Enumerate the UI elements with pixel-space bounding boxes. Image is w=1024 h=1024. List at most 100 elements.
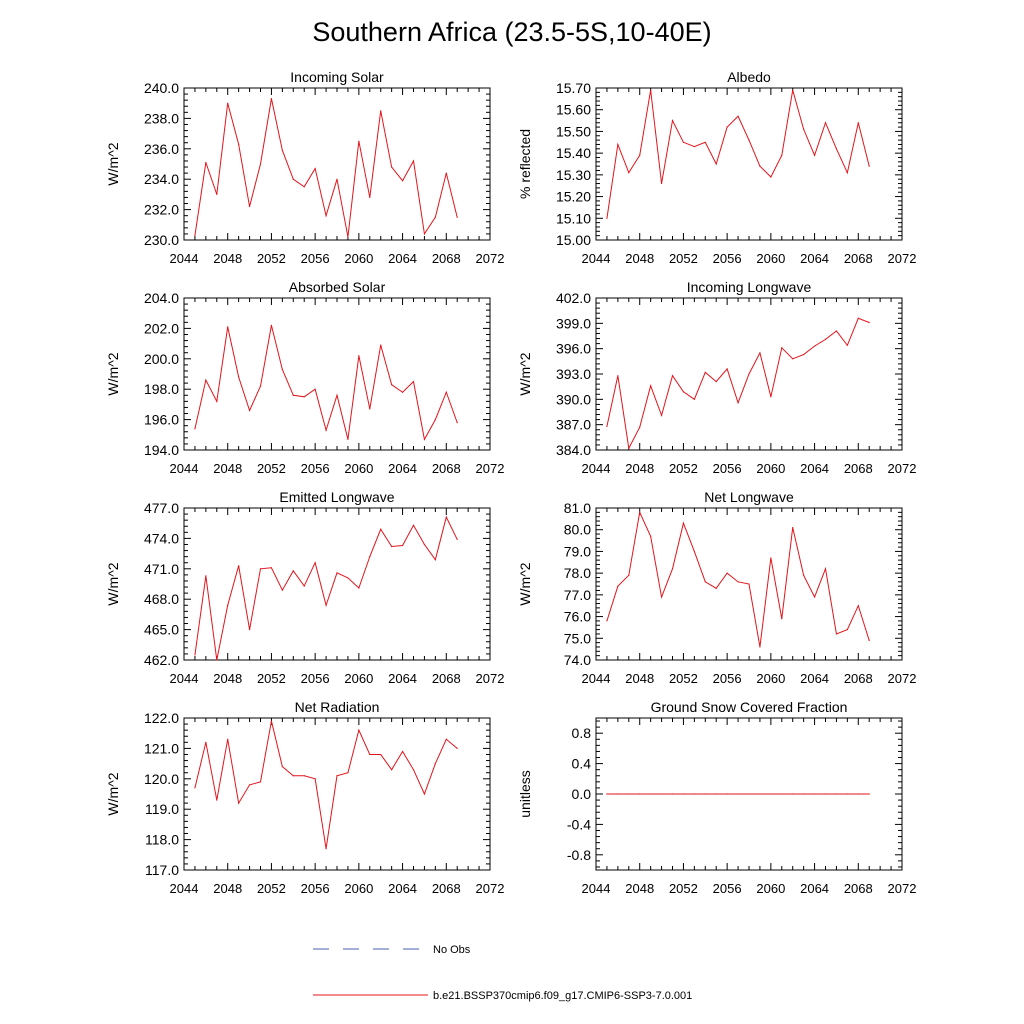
net-longwave-point-2052 <box>682 522 685 524</box>
albedo-point-2065 <box>824 122 827 124</box>
net-longwave-xtick-label-2064: 2064 <box>800 671 829 686</box>
incoming-solar-point-2048 <box>227 102 229 104</box>
net-radiation-point-2046 <box>205 741 207 743</box>
incoming-solar-xtick-label-2056: 2056 <box>301 251 330 266</box>
ground-snow-covered-fraction-point-2049 <box>650 793 652 795</box>
albedo-xtick-label-2052: 2052 <box>669 251 698 266</box>
emitted-longwave-xtick-label-2068: 2068 <box>432 671 461 686</box>
absorbed-solar-point-2051 <box>259 385 262 387</box>
incoming-longwave-ytick-label: 390.0 <box>556 391 591 407</box>
absorbed-solar-xtick-label-2056: 2056 <box>301 461 330 476</box>
ground-snow-covered-fraction-point-2047 <box>628 793 630 795</box>
net-radiation-plot-frame <box>183 717 491 871</box>
net-radiation-point-2068 <box>445 738 447 740</box>
net-radiation-point-2053 <box>281 766 283 768</box>
absorbed-solar-ytick-label: 202.0 <box>144 320 179 336</box>
panels: Incoming Solar W/m^2 2044 2048 2052 2056 2060 2… <box>105 69 916 896</box>
ground-snow-covered-fraction-xtick-label-2072: 2072 <box>888 881 917 896</box>
emitted-longwave-xtick-label-2044: 2044 <box>170 671 199 686</box>
net-longwave-point-2058 <box>748 583 750 585</box>
net-radiation-point-2064 <box>401 750 404 753</box>
panel-ground-snow-covered-fraction: Ground Snow Covered Fraction unitless 2044… <box>517 699 916 896</box>
incoming-longwave-xtick-label-2052: 2052 <box>669 461 698 476</box>
absorbed-solar-point-2061 <box>369 408 371 410</box>
net-longwave-point-2067 <box>846 629 848 631</box>
incoming-longwave-point-2055 <box>715 381 717 383</box>
absorbed-solar-point-2069 <box>456 422 458 424</box>
absorbed-solar-point-2049 <box>238 376 240 378</box>
emitted-longwave-point-2066 <box>423 543 426 546</box>
emitted-longwave-point-2063 <box>391 545 393 548</box>
net-radiation-point-2048 <box>227 738 229 740</box>
net-longwave-point-2045 <box>606 620 608 622</box>
emitted-longwave-point-2062 <box>380 528 382 530</box>
net-longwave-xtick-label-2044: 2044 <box>582 671 611 686</box>
panel-net-radiation: Net Radiation W/m^2 2044 2048 2052 2056 2060 20… <box>105 699 504 896</box>
incoming-solar-point-2064 <box>401 180 404 182</box>
incoming-longwave-ytick-label: 384.0 <box>556 442 591 458</box>
albedo-title: Albedo <box>727 69 771 85</box>
net-longwave-point-2053 <box>693 550 695 553</box>
absorbed-solar-point-2057 <box>325 429 327 431</box>
ground-snow-covered-fraction-xtick-label-2048: 2048 <box>625 881 654 896</box>
incoming-solar-ytick-label: 238.0 <box>144 110 179 126</box>
net-longwave-ytick-label: 76.0 <box>564 609 591 625</box>
net-radiation-point-2049 <box>238 802 240 804</box>
net-longwave-point-2049 <box>650 535 652 537</box>
incoming-solar-xtick-label-2052: 2052 <box>257 251 286 266</box>
incoming-solar-ylabel: W/m^2 <box>105 142 121 185</box>
incoming-solar-xtick-label-2068: 2068 <box>432 251 461 266</box>
ground-snow-covered-fraction-ytick-label: 0.8 <box>572 725 592 741</box>
incoming-longwave-xtick-label-2044: 2044 <box>582 461 611 476</box>
incoming-longwave-point-2046 <box>617 375 619 377</box>
net-longwave-xtick-label-2056: 2056 <box>713 671 742 686</box>
panel-emitted-longwave: Emitted Longwave W/m^2 2044 2048 2052 2056 206… <box>105 489 504 686</box>
ground-snow-covered-fraction-point-2051 <box>671 793 674 795</box>
albedo-point-2047 <box>628 172 630 174</box>
absorbed-solar-point-2046 <box>205 379 207 381</box>
emitted-longwave-xtick-label-2056: 2056 <box>301 671 330 686</box>
incoming-longwave-point-2051 <box>671 375 674 377</box>
emitted-longwave-series-line <box>194 515 458 661</box>
incoming-solar-ytick-label: 234.0 <box>144 171 179 187</box>
incoming-solar-ytick-label: 230.0 <box>144 232 179 248</box>
absorbed-solar-ytick-label: 200.0 <box>144 351 179 367</box>
ground-snow-covered-fraction-ytick-label: -0.8 <box>567 847 591 863</box>
absorbed-solar-xtick-label-2068: 2068 <box>432 461 461 476</box>
net-longwave-point-2069 <box>868 639 870 642</box>
incoming-solar-point-2047 <box>216 193 218 195</box>
incoming-solar-point-2046 <box>205 161 207 164</box>
absorbed-solar-point-2047 <box>216 400 218 402</box>
incoming-longwave-point-2056 <box>726 368 728 370</box>
net-longwave-point-2057 <box>737 581 739 583</box>
incoming-solar-ytick-label: 232.0 <box>144 202 179 218</box>
incoming-longwave-point-2049 <box>650 385 652 387</box>
net-radiation-point-2050 <box>248 784 251 786</box>
albedo-point-2062 <box>792 89 794 91</box>
albedo-ytick-label: 15.50 <box>556 123 591 139</box>
incoming-longwave-point-2066 <box>835 330 838 332</box>
incoming-solar-point-2061 <box>369 196 371 199</box>
net-radiation-xtick-label-2072: 2072 <box>476 881 505 896</box>
albedo-xtick-label-2060: 2060 <box>756 251 785 266</box>
absorbed-solar-point-2055 <box>303 396 305 398</box>
ground-snow-covered-fraction-point-2069 <box>868 793 870 795</box>
emitted-longwave-ytick-label: 468.0 <box>144 591 179 607</box>
absorbed-solar-point-2062 <box>380 344 382 346</box>
incoming-solar-point-2055 <box>303 186 305 188</box>
incoming-longwave-ytick-label: 402.0 <box>556 290 591 306</box>
ground-snow-covered-fraction-point-2048 <box>639 793 641 795</box>
net-radiation-point-2069 <box>456 747 458 750</box>
absorbed-solar-ytick-label: 194.0 <box>144 442 179 458</box>
absorbed-solar-plot-frame <box>183 297 491 451</box>
ground-snow-covered-fraction-point-2056 <box>726 793 728 795</box>
panel-incoming-longwave: Incoming Longwave W/m^2 2044 2048 2052 2056 20… <box>517 279 916 476</box>
incoming-longwave-ytick-label: 396.0 <box>556 341 591 357</box>
absorbed-solar-point-2045 <box>194 428 196 430</box>
emitted-longwave-ytick-label: 465.0 <box>144 622 179 638</box>
absorbed-solar-point-2068 <box>445 391 447 393</box>
emitted-longwave-point-2067 <box>434 559 436 561</box>
ground-snow-covered-fraction-point-2060 <box>770 793 772 795</box>
incoming-longwave-ytick-label: 399.0 <box>556 315 591 331</box>
incoming-solar-xtick-label-2072: 2072 <box>476 251 505 266</box>
